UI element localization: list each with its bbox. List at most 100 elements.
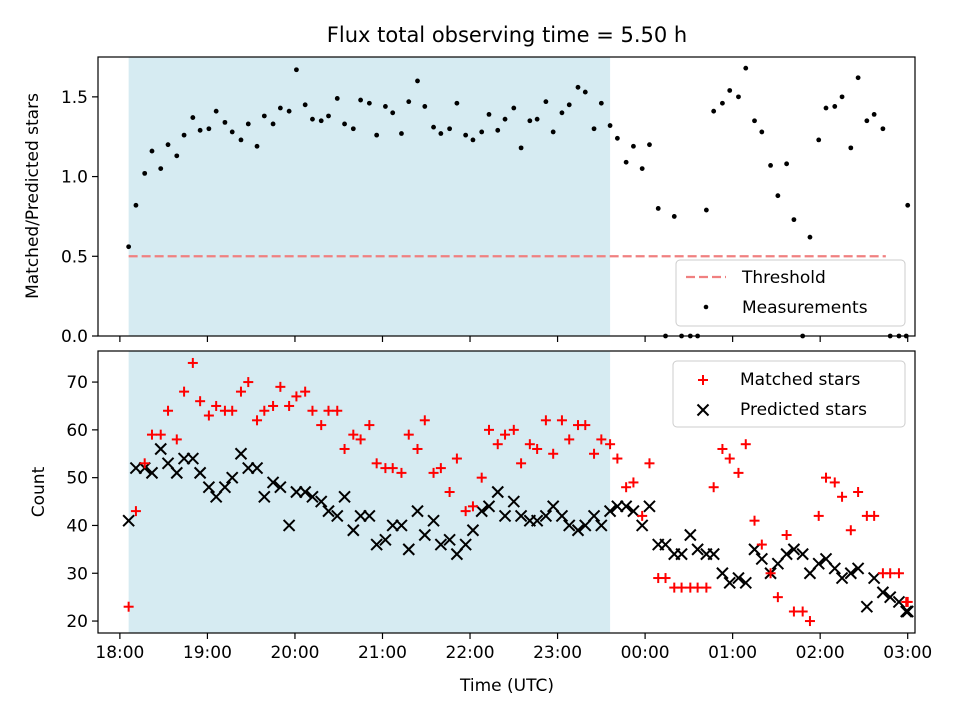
predicted-star-point-b (170, 466, 183, 480)
legend-measurements-swatch (703, 304, 709, 310)
matched-star-point (765, 568, 776, 579)
predicted-star-point (354, 509, 367, 523)
measurement-point (671, 214, 677, 219)
measurement-point (463, 132, 469, 138)
predicted-star-point (514, 509, 528, 523)
matched-star-point (869, 510, 880, 521)
bottom-legend: Matched stars Predicted stars (672, 360, 906, 428)
x-tick-label: 20:00 (270, 643, 319, 663)
measurement-point (511, 105, 517, 111)
predicted-star-point (250, 461, 264, 475)
matched-star-point (396, 467, 407, 478)
measurement-point (864, 118, 870, 124)
measurement-point (631, 143, 636, 149)
predicted-star-point (315, 495, 328, 508)
predicted-star-point-b (354, 509, 367, 523)
predicted-star-point (611, 500, 624, 513)
x-tick-label: 18:00 (95, 643, 144, 663)
predicted-star-point-b (780, 547, 793, 561)
predicted-star-point-b (218, 481, 232, 494)
predicted-star-point-b (386, 519, 399, 532)
measurement-point (775, 193, 781, 199)
matched-star-point (451, 453, 462, 464)
measurement-point (598, 100, 604, 106)
predicted-star-point (338, 490, 351, 503)
predicted-star-point-b (475, 504, 488, 518)
measurement-point (383, 104, 388, 109)
matched-star-point (259, 405, 270, 416)
measurement-point (358, 97, 364, 103)
predicted-star-point-b (274, 481, 287, 494)
predicted-star-point-b (611, 500, 624, 513)
matched-star-point (902, 596, 913, 607)
matched-star-point (637, 510, 648, 521)
predicted-star-point (475, 504, 488, 518)
predicted-star-point (226, 471, 239, 484)
measurement-point (277, 105, 283, 111)
matched-star-point (179, 386, 190, 397)
matched-star-point (660, 573, 671, 584)
predicted-star-point (379, 533, 392, 547)
matched-star-point (300, 386, 311, 397)
matched-star-point (252, 415, 263, 426)
measurement-point (711, 108, 717, 114)
predicted-star-point-b (242, 461, 255, 475)
predicted-star-point-b (491, 485, 504, 499)
matched-star-point (444, 487, 455, 497)
predicted-star-point-b (322, 504, 335, 518)
matched-star-point (508, 424, 519, 435)
matched-star-point (532, 443, 543, 454)
matched-star-point (171, 434, 182, 445)
predicted-star-point (186, 452, 200, 465)
x-tick-label: 19:00 (183, 643, 232, 663)
predicted-star-point (876, 586, 890, 599)
matched-star-point (492, 439, 503, 450)
predicted-star-point-b (177, 452, 191, 465)
measurement-point (374, 132, 380, 138)
matched-star-point (516, 458, 527, 469)
matched-star-point (596, 434, 607, 445)
measurement-point (366, 100, 372, 106)
legend-predicted-marker (696, 403, 710, 417)
predicted-star-point-b (459, 538, 472, 551)
measurement-point (454, 100, 460, 106)
legend-predicted-marker-b (696, 403, 710, 417)
predicted-star-point (901, 605, 914, 618)
matched-star-point (130, 506, 141, 517)
measurement-point (342, 121, 347, 127)
measurement-point (768, 163, 773, 168)
predicted-star-point-b (347, 524, 360, 537)
legend-matched-marker (698, 375, 708, 385)
measurement-point (431, 124, 436, 130)
matched-star-point (749, 515, 760, 526)
predicted-star-point-b (290, 485, 303, 499)
predicted-star-point (306, 490, 319, 503)
matched-star-point (483, 424, 494, 435)
observing-window-shade-top (128, 57, 611, 336)
bottom-y-axis-label: Count (29, 466, 49, 517)
predicted-star-point (347, 524, 360, 537)
predicted-star-point (145, 466, 159, 480)
matched-star-point (708, 482, 719, 493)
predicted-star-point (434, 538, 448, 551)
matched-star-point (435, 463, 446, 474)
matched-star-point (500, 429, 511, 440)
predicted-star-point-b (860, 600, 874, 613)
predicted-star-point-b (812, 557, 825, 570)
measurement-point (206, 126, 212, 132)
measurement-point (655, 206, 661, 211)
matched-star-point (701, 582, 712, 593)
matched-star-point (146, 429, 157, 440)
predicted-star-point-b (546, 500, 560, 513)
predicted-star-point (691, 543, 704, 556)
matched-star-point (540, 415, 551, 426)
predicted-star-point (643, 500, 656, 513)
predicted-star-point (563, 519, 576, 532)
matched-star-point (364, 420, 375, 431)
measurement-point (495, 127, 501, 133)
predicted-star-point (491, 485, 504, 499)
predicted-star-point (331, 509, 344, 523)
y-tick-label: 30 (66, 564, 88, 584)
matched-star-point (781, 530, 792, 541)
